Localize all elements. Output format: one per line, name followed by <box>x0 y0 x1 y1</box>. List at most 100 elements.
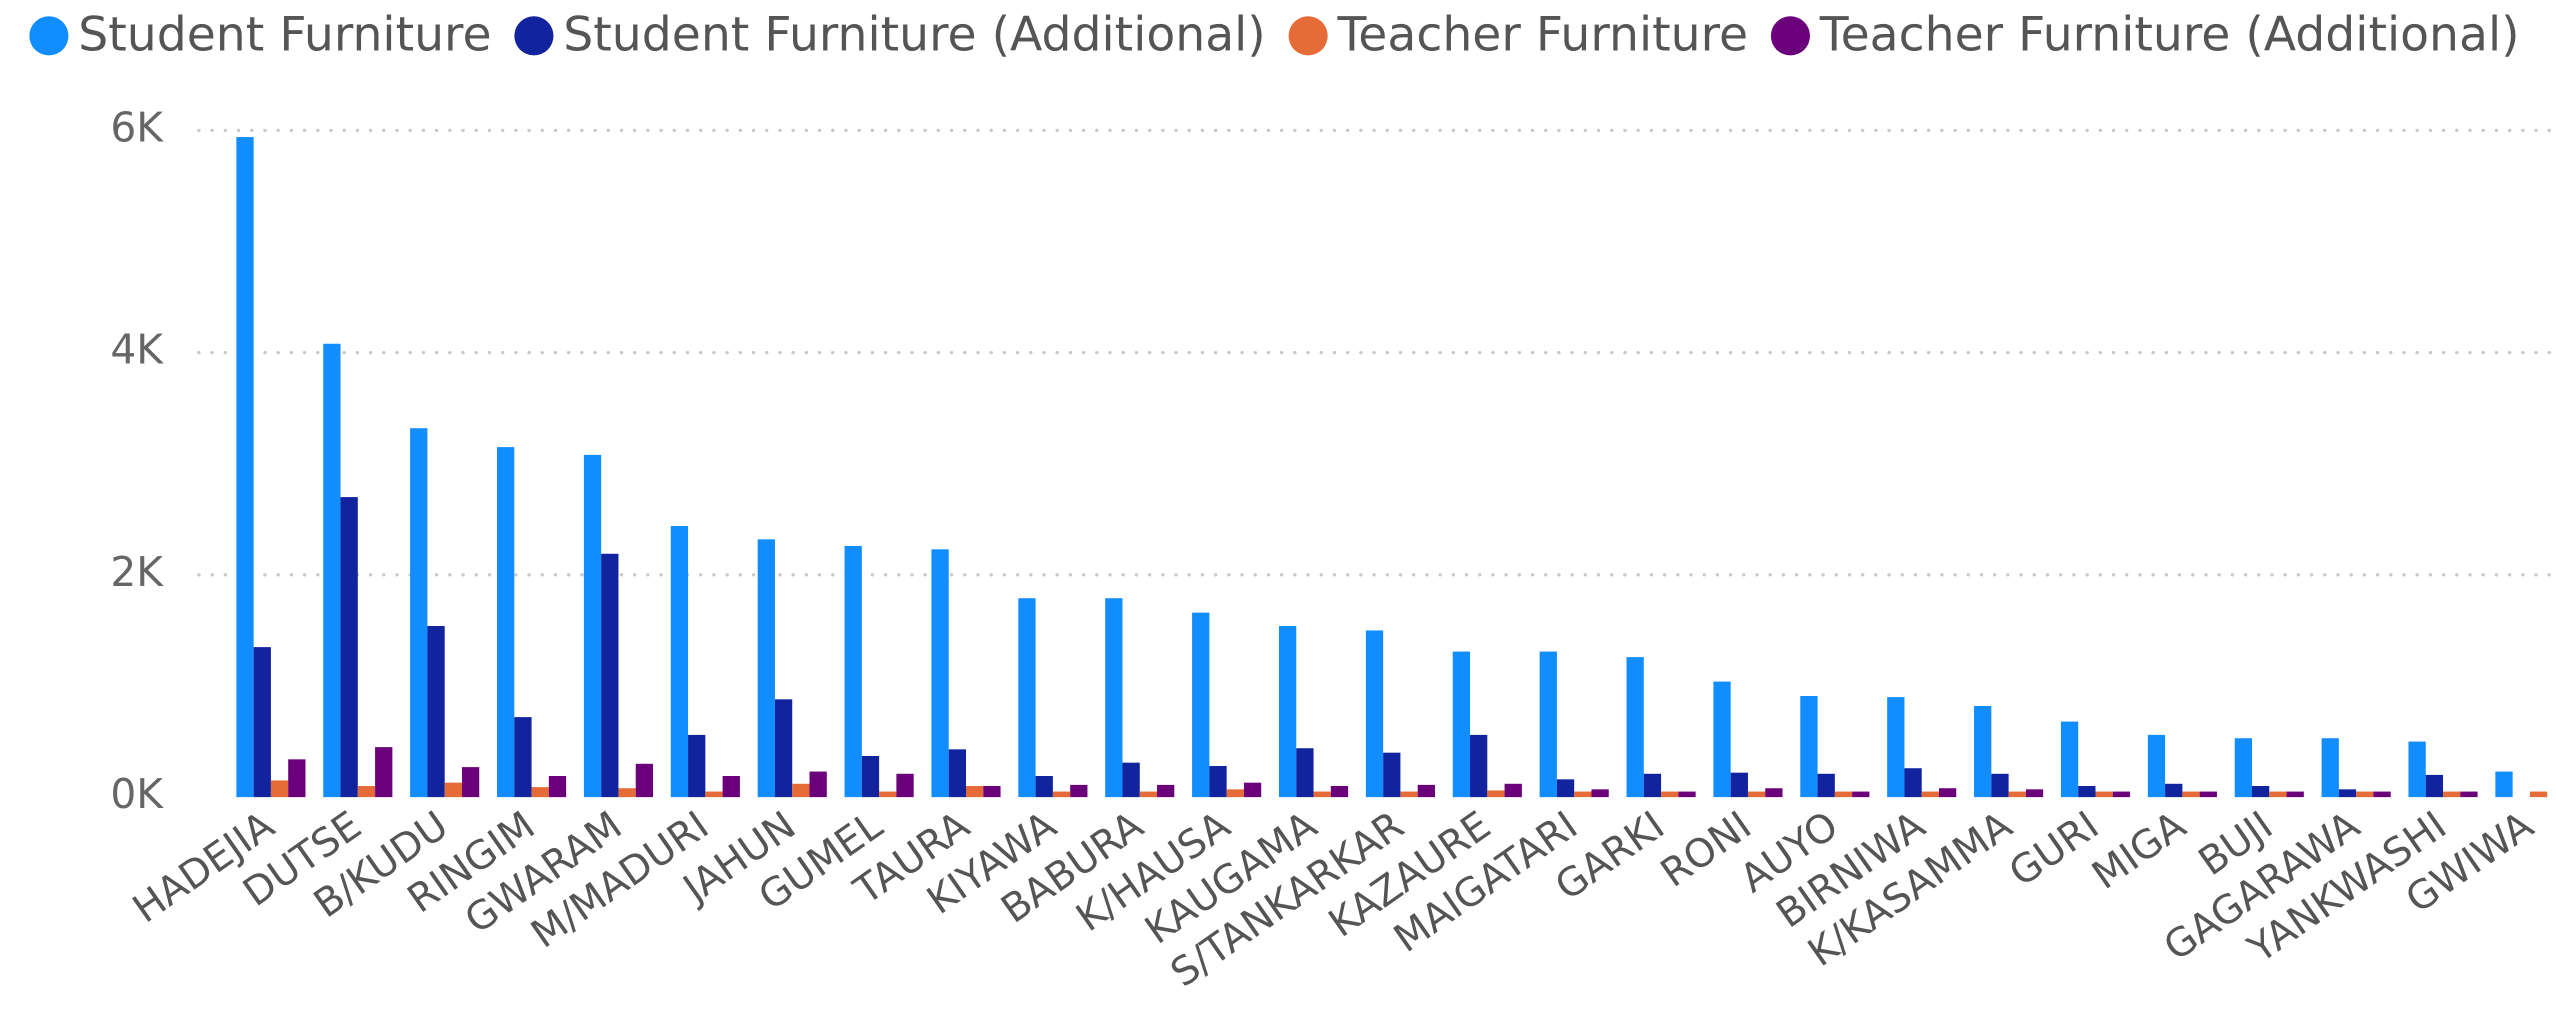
bar <box>1400 791 1418 798</box>
legend-label: Teacher Furniture (Additional) <box>1819 7 2520 62</box>
bar <box>270 780 289 798</box>
bar <box>2112 791 2131 798</box>
bar <box>1296 748 1314 798</box>
bar <box>1470 734 1488 798</box>
bar <box>2529 791 2548 798</box>
bar <box>1504 783 1522 798</box>
y-tick-label: 2K <box>110 548 164 596</box>
bar <box>1209 766 1227 798</box>
bar <box>1278 625 1297 798</box>
bar <box>548 776 567 798</box>
bar <box>357 786 376 798</box>
bar <box>2460 791 2478 798</box>
bar <box>1157 784 1175 798</box>
bar <box>1192 612 1210 798</box>
bar <box>1904 768 1922 798</box>
bar <box>1122 762 1140 798</box>
bar <box>1939 788 1957 798</box>
bar <box>1626 657 1644 798</box>
legend-label: Teacher Furniture <box>1336 7 1748 62</box>
bar <box>688 734 706 798</box>
bar <box>2495 771 2513 798</box>
bar <box>2408 741 2426 798</box>
bar <box>844 545 862 798</box>
legend-marker <box>29 16 69 56</box>
bar <box>461 767 480 798</box>
bar <box>896 773 914 798</box>
bar <box>705 791 723 798</box>
legend-marker <box>1770 16 1810 56</box>
bar <box>1330 786 1349 798</box>
bar <box>1887 697 1905 798</box>
bar <box>1921 791 1940 798</box>
bar <box>583 454 602 798</box>
bar <box>444 782 462 798</box>
bar <box>757 539 775 798</box>
bar <box>340 497 358 798</box>
bar <box>497 447 515 798</box>
bar <box>809 771 827 798</box>
bar <box>323 343 341 798</box>
bar <box>514 717 532 798</box>
bar <box>1018 598 1036 798</box>
bar <box>1678 791 1696 798</box>
bar <box>2199 791 2217 798</box>
bar <box>1052 791 1071 798</box>
y-tick-label: 6K <box>110 103 164 151</box>
bar <box>861 756 880 798</box>
bar <box>1817 773 1835 798</box>
bar <box>2286 791 2304 798</box>
bar <box>948 749 966 798</box>
bar <box>1974 706 1992 798</box>
bar <box>2251 786 2270 798</box>
bar <box>879 791 897 798</box>
bar <box>253 647 271 798</box>
bar <box>2078 786 2096 798</box>
bar <box>618 788 636 798</box>
legend-marker <box>514 16 554 56</box>
bar <box>1800 696 1818 798</box>
bar <box>2338 789 2357 798</box>
bar <box>1243 782 1262 798</box>
bar <box>1452 651 1471 798</box>
bar <box>792 783 810 798</box>
bar <box>2060 721 2079 798</box>
legend-label: Student Furniture <box>78 7 491 62</box>
bar <box>2095 791 2113 798</box>
bar <box>2356 791 2374 798</box>
bar <box>1991 773 2009 798</box>
bar <box>1139 791 1158 798</box>
y-tick-label: 4K <box>110 326 164 374</box>
bar <box>1070 784 1088 798</box>
bar <box>410 428 428 798</box>
bar <box>236 137 254 798</box>
bar <box>1539 651 1557 798</box>
bar <box>288 759 306 798</box>
bar <box>1834 791 1853 798</box>
bar <box>1383 752 1401 798</box>
bar <box>1713 681 1731 798</box>
bar <box>427 625 445 798</box>
bar <box>1487 790 1505 798</box>
legend-marker <box>1288 16 1328 56</box>
bar <box>1105 598 1123 798</box>
legend-label: Student Furniture (Additional) <box>563 7 1265 62</box>
bar <box>531 787 549 798</box>
bar <box>1747 791 1766 798</box>
bar <box>1574 791 1592 798</box>
bar <box>2008 791 2026 798</box>
bar <box>2025 789 2044 798</box>
bar <box>1730 772 1748 798</box>
bar <box>2165 783 2183 798</box>
x-tick-label: MIGA <box>2084 803 2194 899</box>
bar <box>2321 738 2339 798</box>
bar <box>2373 791 2391 798</box>
x-tick-label: GURI <box>2001 803 2107 896</box>
bar <box>931 549 949 798</box>
bar <box>635 763 654 798</box>
bar <box>1417 784 1435 798</box>
bar <box>1313 791 1331 798</box>
bar <box>774 699 793 798</box>
bar <box>1591 789 1609 798</box>
